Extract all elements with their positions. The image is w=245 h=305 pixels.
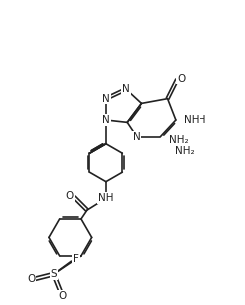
- Text: NH₂: NH₂: [169, 135, 188, 145]
- Text: N: N: [122, 84, 130, 94]
- Text: O: O: [178, 74, 186, 84]
- Text: NH: NH: [190, 115, 206, 125]
- Text: N: N: [102, 94, 110, 104]
- Text: S: S: [50, 269, 57, 279]
- Text: N: N: [122, 84, 130, 94]
- Text: O: O: [58, 291, 66, 300]
- Text: NH: NH: [184, 115, 200, 125]
- Text: N: N: [133, 132, 141, 142]
- Text: O: O: [177, 74, 185, 84]
- Text: F: F: [73, 254, 79, 264]
- Text: N: N: [102, 115, 110, 125]
- Text: O: O: [65, 191, 74, 201]
- Text: NH: NH: [98, 193, 114, 203]
- Text: NH₂: NH₂: [175, 146, 194, 156]
- Text: O: O: [27, 274, 35, 284]
